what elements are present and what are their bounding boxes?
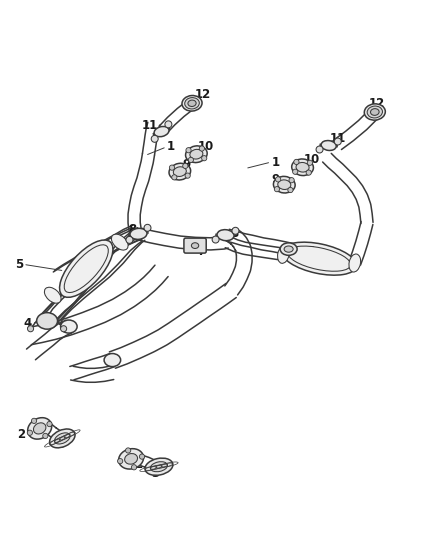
Circle shape	[186, 148, 191, 153]
Text: 1: 1	[271, 156, 279, 168]
Ellipse shape	[278, 180, 291, 189]
Text: 12: 12	[369, 97, 385, 110]
Ellipse shape	[190, 149, 203, 159]
Circle shape	[199, 146, 205, 151]
Text: 5: 5	[15, 258, 23, 271]
Ellipse shape	[104, 353, 120, 367]
Text: 7: 7	[197, 245, 205, 258]
Text: 4: 4	[24, 317, 32, 329]
Ellipse shape	[296, 163, 309, 172]
Ellipse shape	[64, 245, 108, 293]
Text: 9: 9	[272, 173, 280, 186]
Circle shape	[165, 121, 172, 128]
Ellipse shape	[321, 141, 336, 150]
Circle shape	[27, 430, 32, 435]
Circle shape	[151, 135, 158, 142]
Ellipse shape	[287, 246, 351, 271]
Text: 2: 2	[17, 427, 25, 441]
Circle shape	[334, 138, 341, 145]
Circle shape	[289, 177, 294, 183]
Circle shape	[144, 224, 151, 231]
Ellipse shape	[60, 240, 113, 297]
Ellipse shape	[185, 98, 199, 109]
Circle shape	[183, 163, 188, 168]
Ellipse shape	[273, 176, 295, 193]
Circle shape	[131, 465, 137, 470]
Circle shape	[306, 170, 311, 175]
Circle shape	[126, 448, 131, 453]
Circle shape	[185, 173, 190, 178]
Text: 9: 9	[182, 158, 190, 171]
Ellipse shape	[119, 449, 144, 469]
Circle shape	[170, 165, 175, 170]
Ellipse shape	[284, 246, 293, 252]
Circle shape	[126, 237, 133, 244]
Text: 6: 6	[306, 245, 314, 258]
Ellipse shape	[349, 254, 360, 272]
Circle shape	[316, 146, 323, 153]
Ellipse shape	[191, 243, 199, 248]
Circle shape	[288, 188, 293, 192]
Ellipse shape	[282, 242, 357, 275]
Ellipse shape	[111, 234, 128, 250]
Ellipse shape	[145, 458, 173, 475]
Circle shape	[293, 169, 298, 174]
Ellipse shape	[150, 462, 167, 472]
Text: 12: 12	[195, 88, 211, 101]
Circle shape	[139, 454, 145, 459]
Ellipse shape	[28, 418, 52, 439]
Ellipse shape	[37, 313, 57, 329]
Circle shape	[307, 160, 312, 165]
Ellipse shape	[154, 126, 169, 136]
Circle shape	[28, 326, 34, 332]
Circle shape	[188, 157, 194, 163]
Ellipse shape	[292, 159, 314, 175]
Ellipse shape	[186, 146, 207, 163]
Ellipse shape	[44, 287, 61, 303]
Ellipse shape	[55, 433, 70, 444]
Circle shape	[117, 458, 123, 464]
Ellipse shape	[49, 429, 75, 448]
Text: 1: 1	[167, 140, 175, 154]
Ellipse shape	[130, 228, 147, 239]
Text: 8: 8	[128, 223, 136, 236]
Circle shape	[60, 326, 67, 332]
Ellipse shape	[188, 100, 196, 107]
FancyBboxPatch shape	[184, 238, 206, 253]
Ellipse shape	[125, 454, 138, 464]
Circle shape	[172, 175, 177, 180]
Ellipse shape	[33, 423, 46, 434]
Text: 2: 2	[134, 458, 142, 471]
Ellipse shape	[280, 243, 297, 255]
Circle shape	[47, 422, 52, 426]
Circle shape	[276, 177, 281, 182]
Ellipse shape	[182, 95, 202, 111]
Circle shape	[32, 418, 37, 424]
Text: 8: 8	[230, 228, 238, 240]
Circle shape	[212, 236, 219, 243]
Ellipse shape	[278, 245, 289, 263]
Ellipse shape	[60, 320, 77, 333]
Text: 11: 11	[330, 132, 346, 144]
Ellipse shape	[367, 106, 382, 118]
Ellipse shape	[217, 230, 234, 241]
Text: 10: 10	[304, 154, 320, 166]
Circle shape	[201, 156, 207, 161]
Ellipse shape	[371, 109, 379, 115]
Circle shape	[274, 187, 279, 192]
Circle shape	[294, 159, 299, 165]
Text: 3: 3	[152, 467, 160, 480]
Text: 11: 11	[142, 118, 158, 132]
Text: 10: 10	[197, 140, 213, 154]
Circle shape	[43, 433, 48, 439]
Ellipse shape	[169, 163, 191, 180]
Circle shape	[232, 227, 239, 235]
Ellipse shape	[364, 104, 385, 120]
Ellipse shape	[173, 167, 186, 176]
Text: 3: 3	[56, 439, 64, 451]
